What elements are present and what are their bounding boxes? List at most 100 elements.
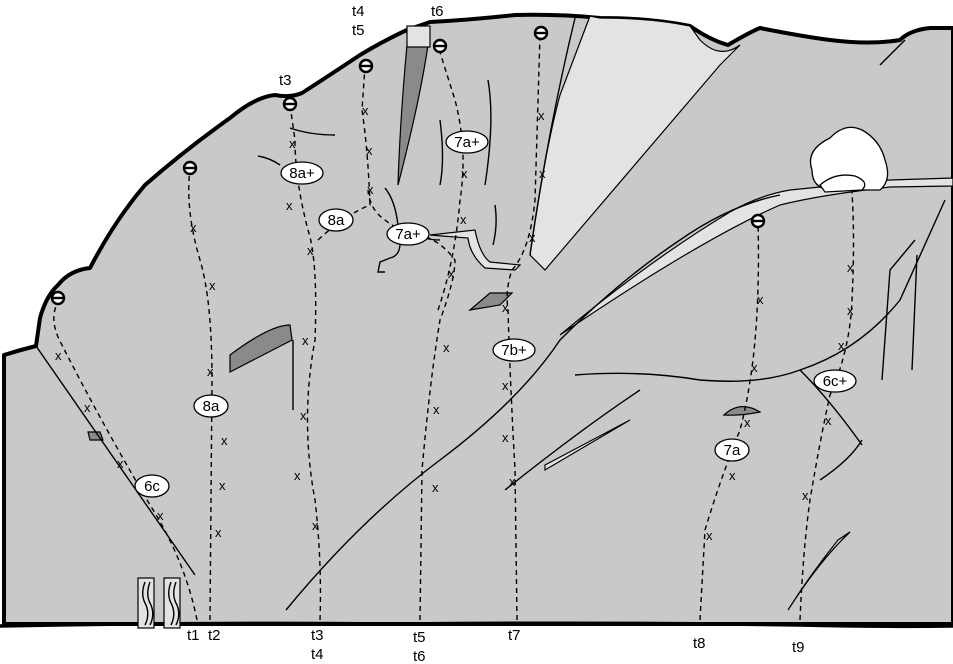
svg-text:x: x xyxy=(825,413,832,428)
grade-r3a: 8a+ xyxy=(280,161,324,185)
svg-text:x: x xyxy=(729,468,736,483)
svg-text:x: x xyxy=(502,378,509,393)
svg-text:x: x xyxy=(207,364,214,379)
svg-text:x: x xyxy=(289,136,296,151)
dark-hold xyxy=(722,406,762,416)
base-piles xyxy=(137,577,181,629)
svg-text:x: x xyxy=(366,143,373,158)
route-9 xyxy=(799,191,855,621)
roof-ledge xyxy=(429,229,522,271)
svg-text:7b+: 7b+ xyxy=(501,342,527,359)
anchors xyxy=(50,25,766,306)
route-6 xyxy=(437,45,464,311)
diagonal-ramp xyxy=(559,177,953,336)
dark-block xyxy=(467,292,514,311)
svg-text:x: x xyxy=(219,478,226,493)
start-t6: t6 xyxy=(413,648,426,664)
grade-r8: 7a xyxy=(714,438,750,462)
start-t3: t3 xyxy=(311,627,324,644)
grade-r2: 8a xyxy=(193,394,229,418)
svg-text:x: x xyxy=(221,433,228,448)
top-t5: t5 xyxy=(352,22,365,39)
svg-text:x: x xyxy=(448,266,455,281)
svg-text:x: x xyxy=(502,430,509,445)
anchor-r3 xyxy=(282,96,298,112)
svg-text:7a: 7a xyxy=(724,442,741,459)
svg-text:x: x xyxy=(286,198,293,213)
grades: 6c 8a 8a+ 8a 7a+ 7a+ 7b+ 7a 6c+ xyxy=(134,130,857,498)
svg-text:7a+: 7a+ xyxy=(395,226,421,243)
grade-r6: 7a+ xyxy=(445,130,489,154)
route-5 xyxy=(367,189,456,621)
svg-text:x: x xyxy=(751,360,758,375)
anchor-r1 xyxy=(50,290,66,306)
start-t9: t9 xyxy=(792,639,805,656)
start-t4: t4 xyxy=(311,646,324,663)
top-t4: t4 xyxy=(352,3,365,20)
route-2 xyxy=(188,167,213,621)
svg-text:x: x xyxy=(443,340,450,355)
grade-r7: 7b+ xyxy=(492,338,536,362)
svg-text:7a+: 7a+ xyxy=(454,134,480,151)
rock-face xyxy=(2,12,953,626)
svg-text:x: x xyxy=(307,243,314,258)
light-flake xyxy=(787,531,851,611)
svg-text:6c: 6c xyxy=(144,478,160,495)
svg-text:x: x xyxy=(460,212,467,227)
anchor-r2 xyxy=(182,160,198,176)
rock-cracks xyxy=(35,17,946,611)
route-7 xyxy=(506,34,541,621)
svg-text:x: x xyxy=(847,260,854,275)
dark-flake-left xyxy=(229,324,293,373)
start-t7: t7 xyxy=(508,627,521,644)
svg-text:x: x xyxy=(461,166,468,181)
boulder-base xyxy=(819,174,866,193)
svg-text:x: x xyxy=(802,488,809,503)
start-t2: t2 xyxy=(208,627,221,644)
svg-text:x: x xyxy=(190,220,197,235)
svg-text:x: x xyxy=(838,338,845,353)
svg-text:x: x xyxy=(744,415,751,430)
svg-text:x: x xyxy=(757,292,764,307)
anchor-r7 xyxy=(533,25,549,41)
svg-text:x: x xyxy=(539,166,546,181)
grade-r9: 6c+ xyxy=(813,369,857,393)
anchor-r6 xyxy=(432,38,448,54)
svg-text:x: x xyxy=(294,468,301,483)
start-t1: t1 xyxy=(187,627,200,644)
anchor-r4 xyxy=(358,58,374,74)
routes xyxy=(53,34,855,621)
route-3 xyxy=(289,104,322,621)
svg-text:x: x xyxy=(55,348,62,363)
dark-spike xyxy=(397,44,429,186)
svg-text:8a: 8a xyxy=(203,398,220,415)
route-8 xyxy=(699,221,760,621)
svg-text:x: x xyxy=(538,108,545,123)
svg-text:x: x xyxy=(362,103,369,118)
svg-text:x: x xyxy=(300,408,307,423)
svg-text:8a+: 8a+ xyxy=(289,165,315,182)
top-labels: t3 t4 t5 t6 xyxy=(279,3,444,89)
route-1 xyxy=(53,301,198,621)
svg-text:x: x xyxy=(312,518,319,533)
svg-text:x: x xyxy=(209,278,216,293)
start-t5: t5 xyxy=(413,629,426,646)
top-block xyxy=(406,25,431,48)
svg-text:x: x xyxy=(84,400,91,415)
svg-text:x: x xyxy=(529,230,536,245)
grade-r1: 6c xyxy=(134,474,170,498)
grade-r5: 7a+ xyxy=(386,222,430,246)
ledge-flake xyxy=(544,419,631,472)
top-t6: t6 xyxy=(431,3,444,20)
svg-text:6c+: 6c+ xyxy=(823,373,848,390)
svg-text:x: x xyxy=(367,182,374,197)
svg-text:x: x xyxy=(433,402,440,417)
anchor-r8 xyxy=(750,213,766,229)
bolts: x x x x x x x x x x x x x x x x x x x x … xyxy=(55,103,854,543)
svg-text:x: x xyxy=(502,300,509,315)
svg-text:x: x xyxy=(157,508,164,523)
svg-text:x: x xyxy=(302,333,309,348)
svg-text:8a: 8a xyxy=(328,212,345,229)
svg-text:x: x xyxy=(847,303,854,318)
